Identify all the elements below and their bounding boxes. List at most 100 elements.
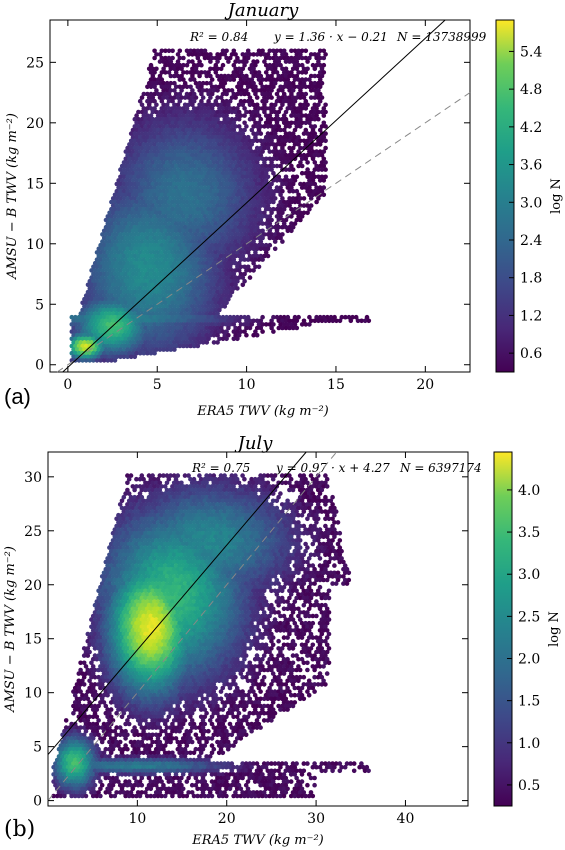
hexbin-cell xyxy=(159,106,165,111)
hexbin-cell xyxy=(290,88,296,93)
hexbin-cell xyxy=(256,149,262,154)
hexbin-cell xyxy=(215,174,220,180)
hexbin-cell xyxy=(208,116,213,122)
hexbin-cell xyxy=(267,55,273,61)
hexbin-cell xyxy=(163,170,168,176)
hexbin-cell xyxy=(301,80,307,86)
hexbin-cell xyxy=(319,80,325,86)
hexbin-cell xyxy=(200,88,206,93)
hexbin-cell xyxy=(292,84,298,90)
hexbin-cell xyxy=(254,88,260,93)
panel-b-annotation-r2: R² = 0.75 xyxy=(191,461,250,475)
hexbin-cell xyxy=(222,88,228,93)
hexbin-cell xyxy=(299,156,305,162)
hexbin-cell xyxy=(316,52,321,57)
hexbin-cell xyxy=(254,181,260,187)
hexbin-cell xyxy=(238,70,244,75)
hexbin-cell xyxy=(244,174,249,180)
hexbin-cell xyxy=(213,120,219,126)
hexbin-cell xyxy=(177,134,183,140)
hexbin-cell xyxy=(251,167,256,172)
hexbin-cell xyxy=(317,84,323,90)
hexbin-cell xyxy=(155,120,161,126)
hexbin-cell xyxy=(155,156,161,162)
hexbin-cell xyxy=(146,160,152,165)
hexbin-cell xyxy=(242,149,247,154)
hexbin-cell xyxy=(159,127,165,133)
hexbin-cell xyxy=(278,156,283,162)
hexbin-cell xyxy=(281,55,287,61)
hexbin-cell xyxy=(265,174,271,180)
hexbin-cell xyxy=(249,77,255,82)
hexbin-cell xyxy=(265,95,271,100)
hexbin-cell xyxy=(278,134,283,140)
hexbin-cell xyxy=(152,163,157,169)
hexbin-cell xyxy=(190,196,195,201)
hexbin-cell xyxy=(175,73,181,79)
hexbin-cell xyxy=(170,192,175,198)
hexbin-cell xyxy=(202,55,208,61)
hexbin-cell xyxy=(274,62,280,68)
hexbin-cell xyxy=(168,80,174,86)
hexbin-cell xyxy=(213,192,219,198)
hexbin-cell xyxy=(321,113,327,118)
hexbin-cell xyxy=(204,52,210,57)
hexbin-cell xyxy=(292,127,298,133)
hexbin-cell xyxy=(118,181,123,187)
hexbin-cell xyxy=(161,167,166,172)
x-tick-label: 20 xyxy=(416,377,434,393)
hexbin-cell xyxy=(215,73,220,79)
x-tick-label: 0 xyxy=(63,377,72,393)
hexbin-cell xyxy=(157,152,163,158)
panel-a-colorbar xyxy=(495,19,515,373)
hexbin-cell xyxy=(148,70,154,75)
hexbin-cell xyxy=(186,109,192,115)
hexbin-cell xyxy=(195,48,201,54)
hexbin-cell xyxy=(289,113,294,118)
hexbin-cell xyxy=(134,120,139,126)
hexbin-cell xyxy=(236,138,242,144)
hexbin-cell xyxy=(242,142,247,147)
hexbin-cell xyxy=(251,181,256,187)
hexbin-cell xyxy=(175,152,181,158)
hexbin-cell xyxy=(220,77,226,82)
hexbin-cell xyxy=(181,127,186,133)
hexbin-cell xyxy=(253,113,258,118)
hexbin-cell xyxy=(285,84,291,90)
hexbin-cell xyxy=(249,98,255,104)
hexbin-cell xyxy=(152,70,157,75)
hexbin-cell xyxy=(245,163,251,169)
hexbin-cell xyxy=(206,113,211,118)
hexbin-cell xyxy=(247,152,253,158)
hexbin-cell xyxy=(179,167,184,172)
hexbin-cell xyxy=(177,142,183,147)
hexbin-cell xyxy=(303,113,309,118)
hexbin-cell xyxy=(296,199,301,205)
hexbin-cell xyxy=(240,282,246,288)
hexbin-cell xyxy=(263,84,269,90)
hexbin-cell xyxy=(222,174,228,180)
hexbin-cell xyxy=(208,59,213,64)
hexbin-cell xyxy=(195,199,201,205)
hexbin-cell xyxy=(287,152,292,158)
hexbin-cell xyxy=(258,116,264,122)
hexbin-cell xyxy=(262,145,267,151)
hexbin-cell xyxy=(159,185,165,190)
hexbin-cell xyxy=(206,192,211,198)
hexbin-cell xyxy=(190,88,195,93)
hexbin-cell xyxy=(132,203,138,208)
hexbin-cell xyxy=(226,181,231,187)
hexbin-cell xyxy=(211,174,217,180)
hexbin-cell xyxy=(229,188,235,194)
hexbin-cell xyxy=(312,160,318,165)
hexbin-cell xyxy=(222,131,228,136)
hexbin-cell xyxy=(148,185,154,190)
hexbin-cell xyxy=(314,55,319,61)
hexbin-cell xyxy=(296,106,301,111)
hexbin-cell xyxy=(173,170,179,176)
hexbin-cell xyxy=(136,174,141,180)
hexbin-cell xyxy=(256,264,262,270)
hexbin-cell xyxy=(121,160,127,165)
hexbin-cell xyxy=(314,163,319,169)
hexbin-cell xyxy=(143,152,148,158)
